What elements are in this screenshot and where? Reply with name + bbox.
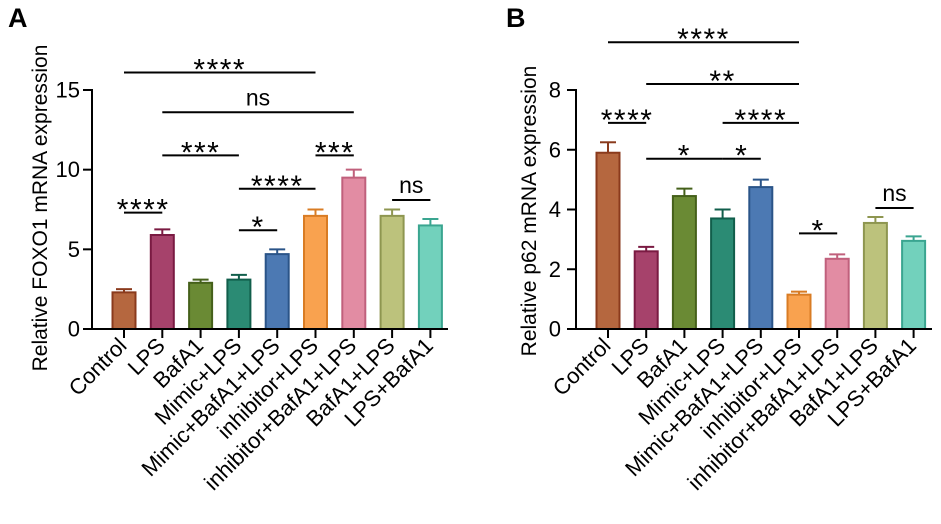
y-tick-label: 5 — [68, 237, 80, 262]
y-tick-label: 0 — [68, 317, 80, 342]
bar — [786, 293, 812, 330]
significance-label: * — [251, 211, 264, 244]
bar — [341, 176, 367, 330]
significance-label: **** — [117, 194, 170, 227]
panel-b: B Relative p62 mRNA expression 0 2 4 6 8 Contro… — [506, 3, 932, 495]
bar — [633, 250, 659, 330]
significance-label: **** — [193, 53, 246, 86]
significance-label: **** — [601, 104, 654, 137]
significance-label: *** — [315, 136, 355, 169]
x-tick-label: Control — [548, 333, 616, 401]
bar — [710, 217, 736, 330]
y-tick-label: 8 — [549, 78, 561, 103]
y-axis-label: Relative p62 mRNA expression — [518, 66, 541, 357]
bar — [671, 195, 697, 330]
bar — [111, 291, 137, 330]
bar — [379, 214, 405, 330]
y-tick-label: 10 — [56, 157, 80, 182]
significance-label: **** — [734, 104, 787, 137]
bar — [226, 278, 252, 330]
bar — [595, 151, 621, 330]
y-tick-label: 2 — [549, 257, 561, 282]
bar — [862, 221, 888, 331]
bar — [748, 186, 774, 330]
significance-label: **** — [251, 170, 304, 203]
bar — [303, 214, 328, 330]
bar — [149, 233, 175, 330]
significance-label: ns — [882, 180, 906, 206]
significance-label: ns — [399, 172, 423, 198]
y-tick-label: 6 — [549, 137, 561, 162]
significance-label: *** — [181, 136, 221, 169]
significance-label: ** — [709, 65, 735, 98]
panel-label: B — [506, 3, 526, 33]
significance-label: ns — [246, 84, 270, 110]
bar — [417, 224, 443, 330]
y-axis-label: Relative FOXO1 mRNA expression — [29, 45, 52, 372]
y-tick-label: 4 — [549, 197, 561, 222]
bar — [264, 253, 290, 330]
significance-label: * — [812, 214, 825, 247]
bar — [188, 281, 214, 330]
significance-label: * — [678, 140, 691, 173]
y-tick-label: 15 — [56, 78, 80, 103]
significance-label: **** — [677, 23, 730, 56]
significance-label: * — [735, 140, 748, 173]
panel-label: A — [8, 3, 28, 33]
x-tick-label: Control — [64, 333, 132, 401]
y-tick-label: 0 — [549, 317, 561, 342]
bar — [824, 257, 850, 331]
bar — [901, 239, 927, 330]
